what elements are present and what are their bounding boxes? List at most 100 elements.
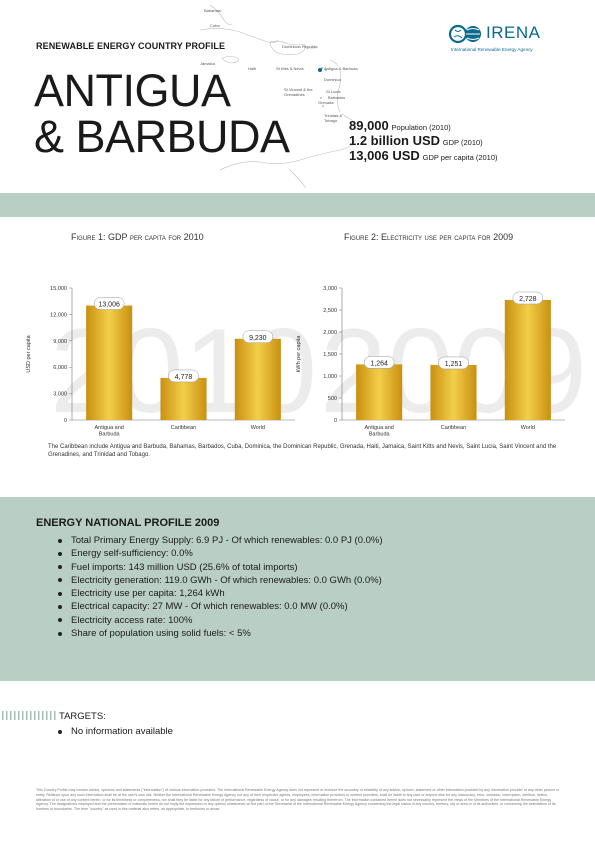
- stat-label: Population (2010): [391, 123, 451, 132]
- y-tick-label: 12,000: [50, 312, 67, 318]
- bullet-icon: [58, 618, 62, 623]
- data-label-bubble: [168, 369, 199, 383]
- list-item: Energy self-sufficiency: 0.0%: [58, 547, 383, 560]
- x-tick-label: Barbuda: [99, 432, 121, 438]
- y-tick-label: 2,500: [323, 308, 337, 314]
- map-label: Grenada: [318, 100, 334, 105]
- map-label: Dominican Republic: [282, 44, 318, 49]
- data-label: 1,251: [445, 361, 463, 368]
- caribbean-map: Bahamas Cuba Dominican Republic Jamaica …: [180, 0, 440, 190]
- bar: [234, 338, 281, 420]
- data-label-bubble: [242, 330, 274, 344]
- y-tick-label: 3,000: [53, 392, 67, 398]
- bullet-icon: [58, 591, 62, 596]
- map-label: Cuba: [210, 23, 220, 28]
- list-item: Fuel imports: 143 million USD (25.6% of …: [58, 561, 383, 574]
- logo-subtitle: International Renewable Energy Agency: [451, 47, 533, 52]
- data-label: 13,006: [98, 302, 120, 309]
- y-axis-label: USD per capita: [26, 334, 32, 372]
- stat-gdp: 1.2 billion USD GDP (2010): [349, 133, 498, 148]
- y-tick-label: 1,500: [323, 352, 337, 358]
- x-tick-label: Antigua and: [364, 425, 393, 431]
- stat-label: GDP (2010): [442, 138, 483, 147]
- stat-value: 89,000: [349, 118, 389, 133]
- targets-stripe-icon: [2, 711, 56, 720]
- y-tick-label: 9,000: [53, 339, 67, 345]
- gdp-chart-svg: 2010USD per capita03,0006,0009,00012,000…: [26, 286, 317, 438]
- country-name-line2: & BARBUDA: [34, 111, 290, 162]
- x-tick-label: World: [251, 425, 265, 431]
- divider-band: [0, 193, 595, 217]
- list-item: Total Primary Energy Supply: 6.9 PJ - Of…: [58, 534, 383, 547]
- targets-label: TARGETS:: [59, 711, 106, 722]
- map-label: Antigua & Barbuda: [324, 66, 358, 71]
- gdp-chart: 2010USD per capita03,0006,0009,00012,000…: [20, 270, 320, 445]
- map-label: Jamaica: [200, 61, 215, 66]
- irena-logo-icon: [449, 24, 481, 44]
- list-item-text: Fuel imports: 143 million USD (25.6% of …: [71, 561, 298, 573]
- map-label: St Lucia: [326, 89, 341, 94]
- logo-text: IRENA: [486, 23, 541, 42]
- bullet-icon: [58, 551, 62, 556]
- stat-gdp-per-capita: 13,006 USD GDP per capita (2010): [349, 148, 498, 163]
- map-label: St Vincent & the Grenadines: [284, 87, 313, 97]
- data-label: 9,230: [249, 335, 267, 342]
- figure-caption: The Caribbean include Antigua and Barbud…: [48, 444, 557, 458]
- map-outline-icon: [199, 4, 357, 189]
- data-label-bubble: [93, 297, 125, 310]
- data-label: 2,728: [519, 296, 537, 303]
- bullet-icon: [58, 538, 62, 543]
- y-tick-label: 500: [328, 396, 337, 402]
- stat-label: GDP per capita (2010): [422, 153, 498, 162]
- list-item-text: Electrical capacity: 27 MW - Of which re…: [71, 601, 348, 613]
- bar: [504, 299, 551, 420]
- country-name: ANTIGUA & BARBUDA: [34, 68, 290, 160]
- energy-profile-list: Total Primary Energy Supply: 6.9 PJ - Of…: [58, 534, 383, 640]
- country-name-line1: ANTIGUA: [34, 65, 231, 116]
- profile-label: RENEWABLE ENERGY COUNTRY PROFILE: [36, 41, 226, 51]
- bullet-icon: [58, 578, 62, 583]
- list-item: No information available: [58, 725, 173, 738]
- y-tick-label: 1,000: [323, 374, 337, 380]
- stat-population: 89,000 Population (2010): [349, 118, 498, 133]
- list-item-text: Electricity access rate: 100%: [71, 614, 193, 626]
- list-item: Electricity generation: 119.0 GWh - Of w…: [58, 574, 383, 587]
- energy-profile-panel: [0, 497, 595, 681]
- y-tick-label: 3,000: [323, 286, 337, 292]
- bar: [356, 364, 403, 420]
- bar: [160, 377, 207, 420]
- data-label: 1,264: [370, 360, 388, 367]
- list-item-text: Total Primary Energy Supply: 6.9 PJ - Of…: [71, 535, 383, 546]
- figure-1-title: Figure 1: GDP per capita for 2010: [71, 232, 204, 242]
- bullet-icon: [58, 631, 62, 636]
- bullet-icon: [58, 729, 62, 734]
- list-item-text: Share of population using solid fuels: <…: [71, 628, 251, 640]
- energy-profile-title: ENERGY NATIONAL PROFILE 2009: [36, 517, 220, 529]
- y-tick-label: 0: [64, 418, 67, 424]
- x-tick-label: World: [521, 425, 535, 431]
- electricity-chart: 2009kWh per capita05001,0001,5002,0002,5…: [290, 270, 590, 445]
- map-label: Dominica: [324, 77, 341, 82]
- list-item-text: Electricity generation: 119.0 GWh - Of w…: [71, 574, 382, 586]
- list-item-text: No information available: [71, 726, 173, 737]
- data-label: 4,778: [175, 374, 193, 381]
- figure-2-title: Figure 2: Electricity use per capita for…: [344, 232, 514, 242]
- list-item: Share of population using solid fuels: <…: [58, 627, 383, 640]
- stat-value: 13,006 USD: [349, 148, 420, 163]
- map-label: St Kitts & Nevis: [276, 66, 304, 71]
- bullet-icon: [58, 565, 62, 570]
- header: Bahamas Cuba Dominican Republic Jamaica …: [0, 0, 595, 193]
- map-label: Bahamas: [204, 8, 221, 13]
- y-tick-label: 0: [334, 418, 337, 424]
- bar: [430, 364, 477, 420]
- data-label-bubble: [363, 356, 395, 369]
- bullet-icon: [58, 604, 62, 609]
- x-tick-label: Caribbean: [441, 425, 466, 431]
- bar: [86, 305, 133, 420]
- list-item-text: Electricity use per capita: 1,264 kWh: [71, 588, 225, 600]
- irena-logo: IRENA International Renewable Energy Age…: [449, 23, 564, 59]
- y-tick-label: 6,000: [53, 365, 67, 371]
- list-item: Electricity access rate: 100%: [58, 614, 383, 627]
- stat-value: 1.2 billion USD: [349, 133, 441, 148]
- list-item-text: Energy self-sufficiency: 0.0%: [71, 548, 193, 560]
